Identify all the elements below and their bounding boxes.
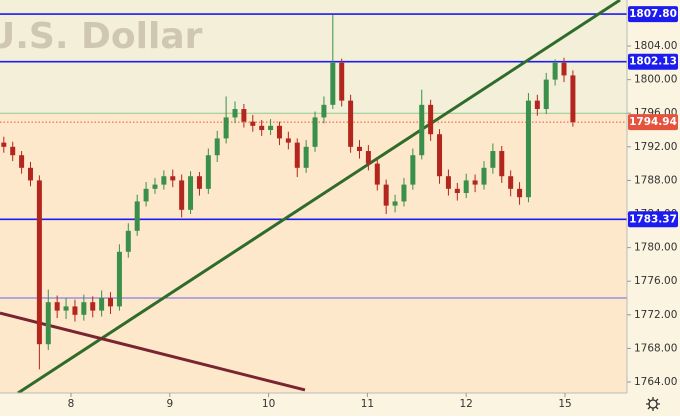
settings-icon[interactable] (646, 397, 660, 411)
candle-body (490, 151, 496, 168)
candle-body (330, 62, 336, 105)
candle-body (205, 155, 211, 189)
candle-body (125, 230, 131, 252)
candle-body (99, 298, 105, 311)
x-tick-label: 8 (68, 398, 75, 410)
candle-body (561, 62, 567, 76)
y-tick-label: 1804.00 (634, 40, 677, 52)
candle-body (437, 134, 443, 177)
candle-body (481, 167, 487, 185)
candle-body (81, 302, 87, 315)
candle-body (250, 121, 256, 126)
candle-body (1, 142, 7, 147)
x-tick-label: 11 (361, 398, 374, 410)
candle-body (196, 176, 202, 189)
candle-body (27, 167, 33, 181)
candle-body (45, 302, 51, 345)
candle-body (525, 100, 531, 198)
y-tick-label: 1788.00 (634, 174, 677, 186)
candle-body (517, 188, 523, 198)
candle-body (552, 62, 558, 80)
candle-body (508, 176, 514, 189)
candle-body (161, 176, 167, 185)
candle-body (116, 251, 122, 307)
candle-body (321, 104, 327, 118)
candle-body (339, 62, 345, 101)
candle-body (392, 201, 398, 206)
candle-body (232, 109, 238, 118)
price-label: 1794.94 (629, 116, 677, 128)
price-label-box (628, 6, 678, 23)
candle-body (312, 117, 318, 147)
price-label-box (628, 211, 678, 228)
y-tick-label: 1800.00 (634, 74, 677, 86)
watermark: U.S. Dollar (0, 16, 203, 57)
price-label: 1783.37 (629, 213, 677, 225)
candle-body (179, 180, 185, 210)
candle-body (419, 104, 425, 156)
candle-body (259, 125, 265, 131)
y-tick-label: 1792.00 (634, 141, 677, 153)
trend-line (0, 311, 306, 392)
candle-body (428, 104, 434, 135)
candle-body (152, 184, 158, 189)
candle-body (499, 151, 505, 177)
candle-body (188, 176, 194, 210)
candle-body (72, 306, 78, 315)
y-tick-label: 1768.00 (634, 342, 677, 354)
candle-body (54, 302, 60, 311)
upper-zone (0, 0, 627, 114)
y-tick-label: 1764.00 (634, 376, 677, 388)
candle-body (90, 302, 96, 311)
lower-zone (0, 113, 627, 394)
candle-body (10, 146, 16, 156)
candle-body (374, 163, 380, 185)
plot-area (0, 0, 627, 393)
candle-body (356, 146, 362, 152)
candle-body (534, 100, 540, 110)
candle-body (410, 155, 416, 185)
x-tick-label: 15 (558, 398, 571, 410)
price-label-box (628, 114, 678, 131)
candle-body (241, 109, 247, 122)
candle-body (543, 79, 549, 110)
axes: 1764.001768.001772.001776.001780.001784.… (68, 6, 678, 410)
candle-body (570, 75, 576, 123)
candle-body (445, 176, 451, 189)
candle-body (454, 188, 460, 194)
x-tick-label: 9 (166, 398, 173, 410)
candle-body (303, 146, 309, 168)
candle-body (134, 201, 140, 231)
candle-body (268, 125, 274, 131)
candle-body (170, 176, 176, 181)
candle-body (108, 298, 114, 307)
candle-body (348, 100, 354, 147)
candle-body (463, 180, 469, 194)
candle-body (19, 155, 25, 168)
x-tick-label: 12 (460, 398, 473, 410)
candle-body (365, 151, 371, 164)
trend-line (17, 0, 621, 393)
candle-body (294, 142, 300, 168)
candle-body (472, 180, 478, 185)
candle-body (36, 180, 42, 345)
y-tick-label: 1776.00 (634, 275, 677, 287)
candle-body (63, 306, 69, 311)
candle-body (383, 184, 389, 206)
candle-body (276, 125, 282, 139)
candle-body (143, 188, 149, 202)
price-label-box (628, 53, 678, 70)
candle-body (285, 138, 291, 143)
price-label: 1807.80 (629, 8, 677, 20)
y-tick-label: 1780.00 (634, 242, 677, 254)
candle-body (401, 184, 407, 202)
price-label: 1802.13 (629, 56, 677, 68)
x-tick-label: 10 (262, 398, 275, 410)
y-tick-label: 1772.00 (634, 309, 677, 321)
candle-body (223, 117, 229, 139)
candle-body (214, 138, 220, 156)
